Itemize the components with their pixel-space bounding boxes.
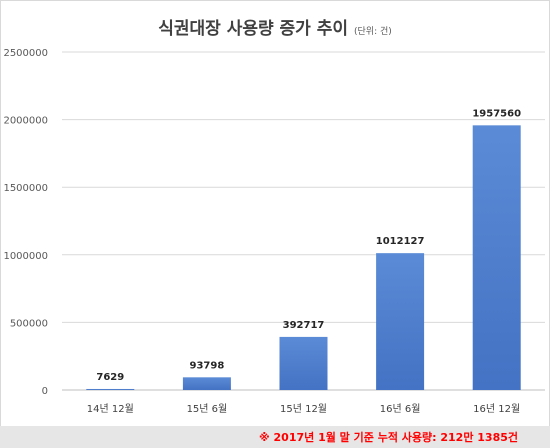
chart-title: 식권대장 사용량 증가 추이	[158, 19, 349, 39]
data-label: 1957560	[472, 108, 521, 119]
y-tick-label: 2500000	[3, 48, 48, 59]
chart-header: 식권대장 사용량 증가 추이 (단위: 건)	[0, 14, 550, 39]
y-tick-label: 1000000	[3, 251, 48, 262]
bar	[472, 125, 521, 390]
data-label: 392717	[283, 320, 325, 331]
bar	[279, 336, 328, 390]
bar-chart: 0 500000 1000000 1500000 2000000 2500000 7629 1…	[3, 48, 545, 415]
footnote: ※ 2017년 1월 말 기준 누적 사용량: 212만 1385건	[258, 431, 518, 444]
y-tick-label: 1500000	[3, 183, 48, 194]
data-label: 7629	[96, 372, 124, 383]
y-tick-label: 0	[42, 386, 48, 397]
x-tick-label: 15년 12월	[280, 403, 327, 415]
x-tick-label: 14년 12월	[87, 403, 134, 415]
y-tick-label: 2000000	[3, 116, 48, 127]
bar	[86, 388, 135, 390]
data-label: 1012127	[376, 236, 425, 247]
data-label: 93798	[190, 360, 225, 371]
footer-bar: ※ 2017년 1월 말 기준 누적 사용량: 212만 1385건	[0, 426, 550, 448]
bar	[182, 377, 231, 390]
bar	[376, 253, 425, 390]
y-tick-label: 500000	[10, 318, 48, 329]
x-tick-label: 16년 12월	[473, 403, 520, 415]
x-tick-label: 15년 6월	[187, 403, 228, 415]
x-tick-label: 16년 6월	[380, 403, 421, 415]
unit-note: (단위: 건)	[354, 27, 392, 37]
